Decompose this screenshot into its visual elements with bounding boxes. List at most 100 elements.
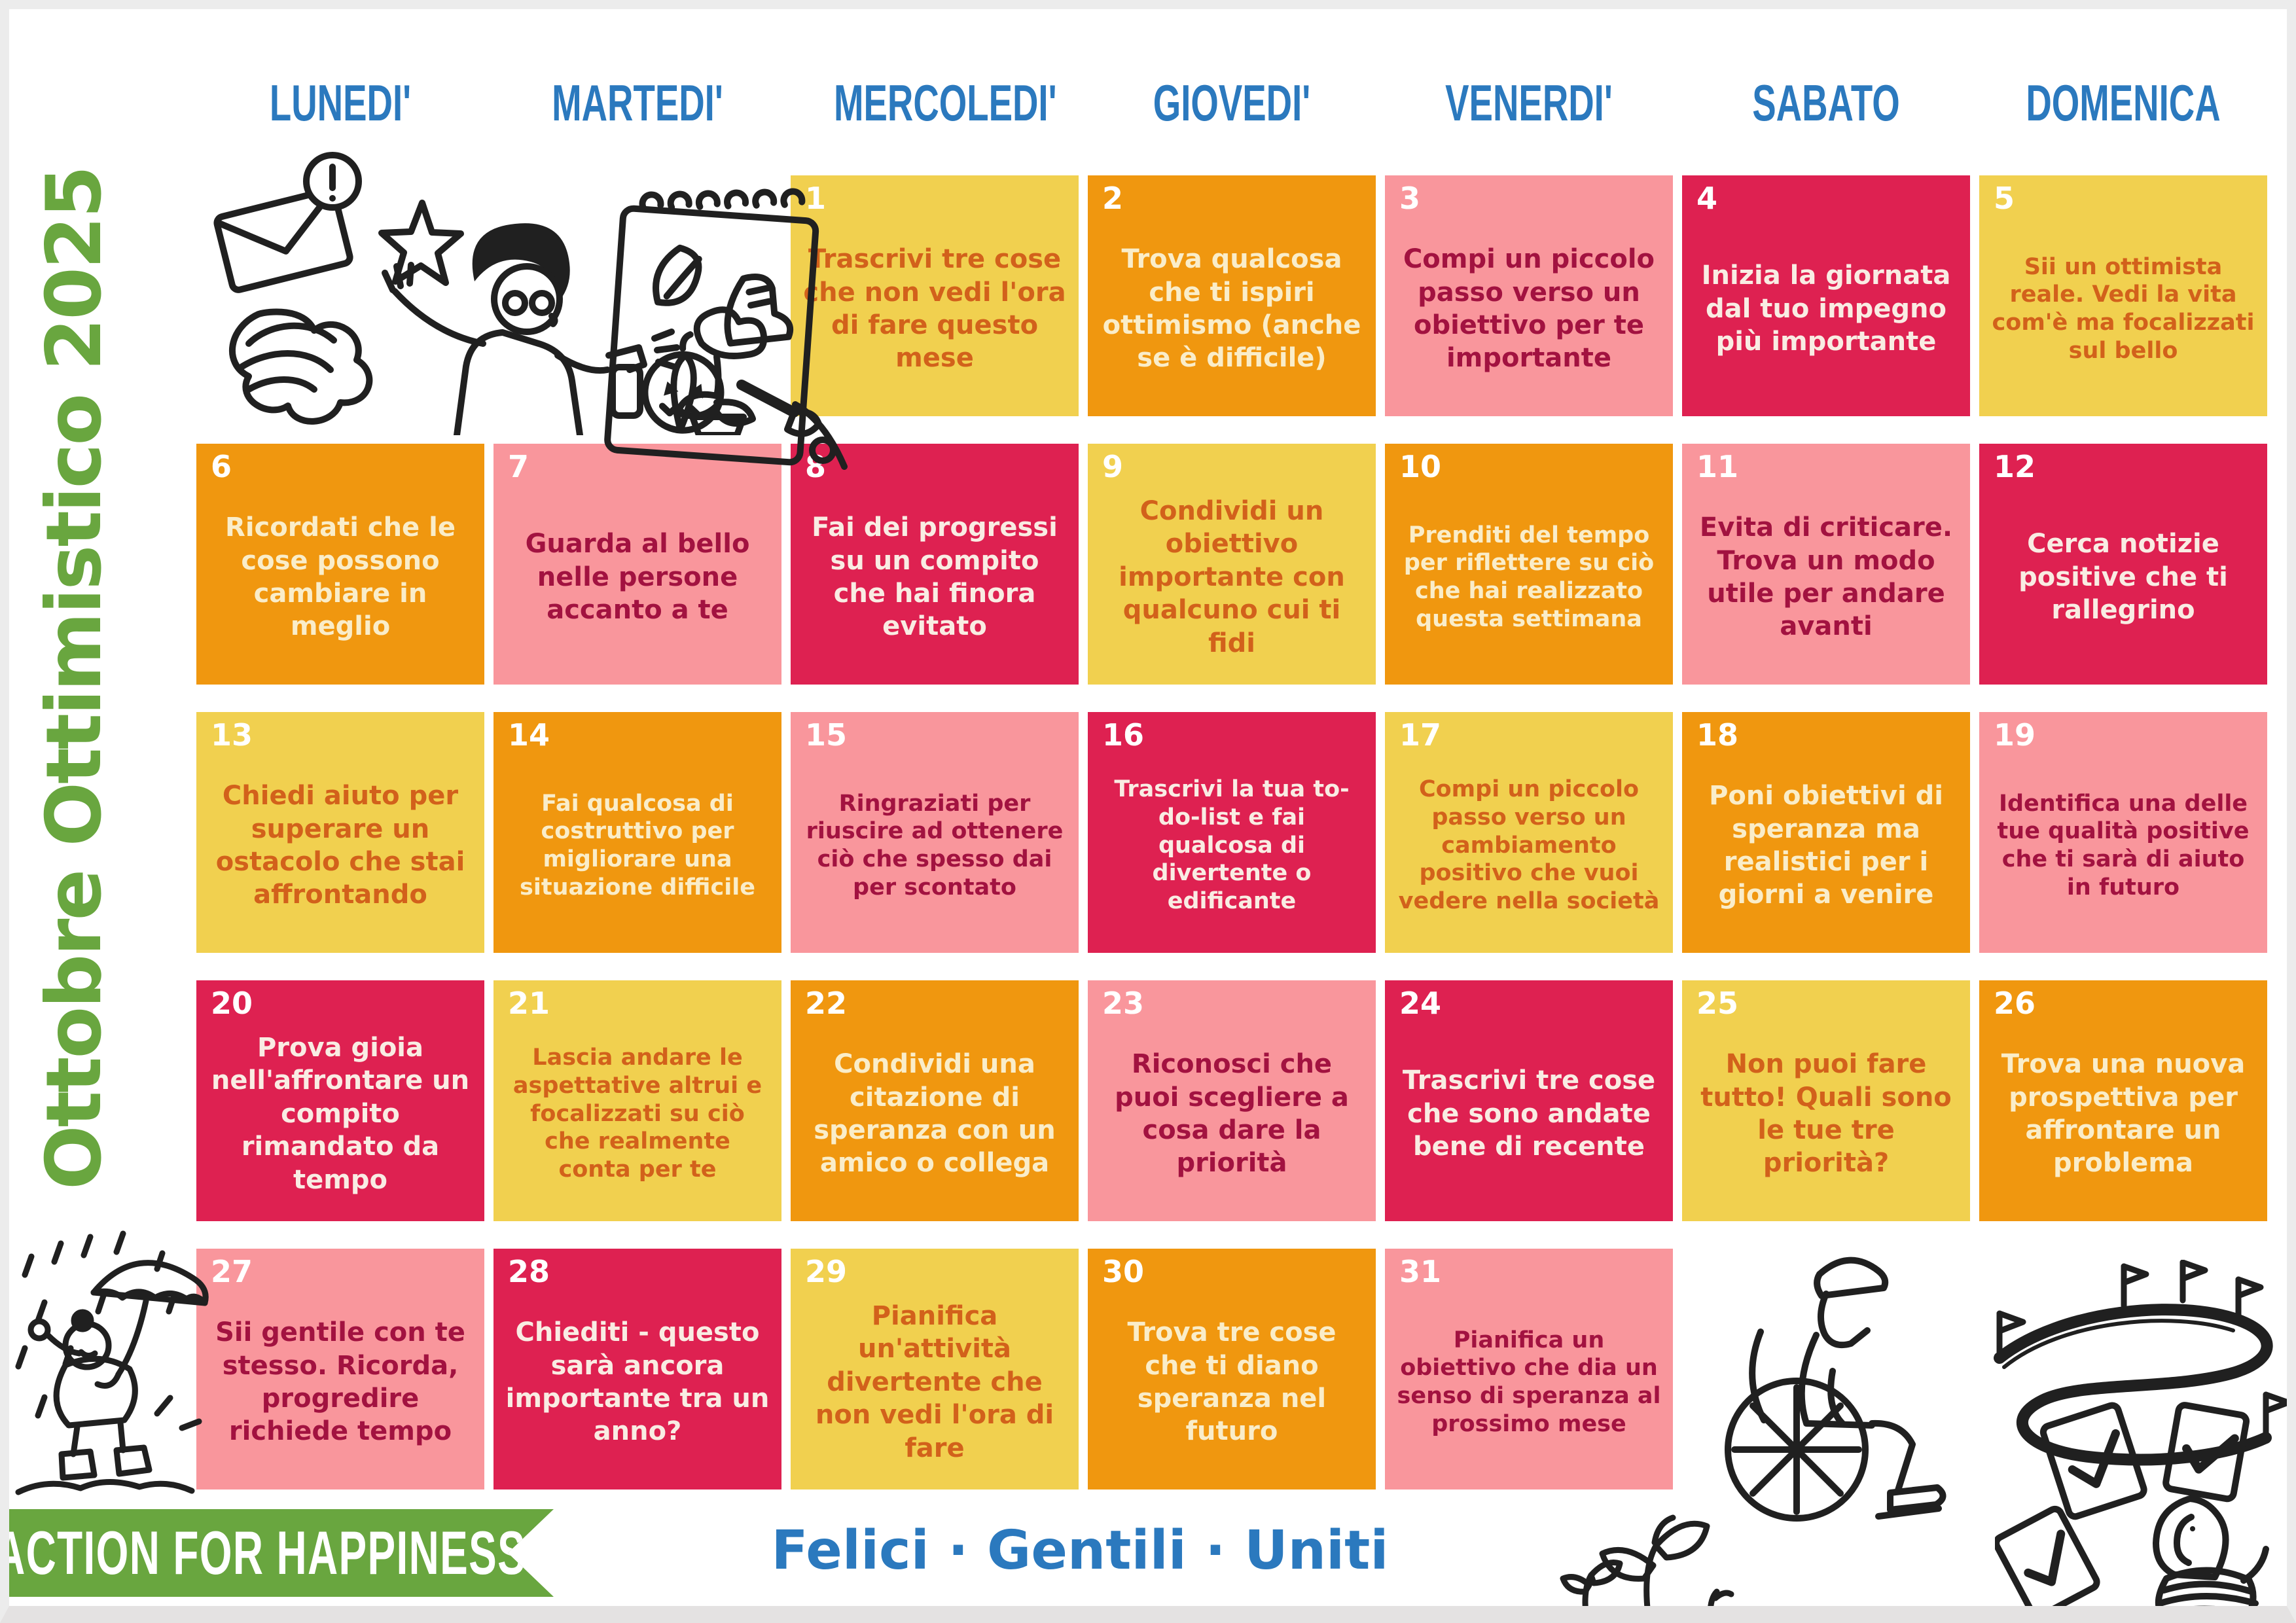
calendar-day-cell: 14 Fai qualcosa di costruttivo per migli… (493, 712, 781, 953)
day-text: Compi un piccolo passo verso un cambiame… (1398, 776, 1660, 915)
day-text: Trova tre cose che ti diano speranza nel… (1127, 1317, 1336, 1447)
weekday-sabato: SABATO (1752, 74, 1900, 132)
day-text: Prenditi del tempo per riflettere su ciò… (1403, 522, 1655, 632)
calendar-day-cell: 19 Identifica una delle tue qualità posi… (1979, 712, 2267, 953)
day-number: 14 (508, 717, 550, 753)
day-text: Inizia la giornata dal tuo impegno più i… (1701, 260, 1951, 357)
day-number: 2 (1102, 181, 1124, 216)
day-number: 13 (211, 717, 253, 753)
poster-title-text: Ottobre Ottimistico 2025 (30, 167, 118, 1190)
day-number: 21 (508, 986, 550, 1021)
calendar-day-cell: 27 Sii gentile con te stesso. Ricorda, p… (196, 1249, 484, 1489)
weekday-venerdi: VENERDI' (1445, 74, 1613, 132)
day-text: Fai dei progressi su un compito che hai … (812, 512, 1058, 642)
calendar-day-cell: 15 Ringraziati per riuscire ad ottenere … (791, 712, 1079, 953)
calendar-grid: 1 Trascrivi tre cose che non vedi l'ora … (196, 175, 2267, 1489)
day-number: 9 (1102, 449, 1124, 484)
weekday-giovedi: GIOVEDI' (1153, 74, 1311, 132)
day-text: Ringraziati per riuscire ad ottenere ciò… (806, 790, 1064, 901)
day-text: Trascrivi tre cose che non vedi l'ora di… (803, 244, 1066, 374)
calendar-day-cell: 25 Non puoi fare tutto! Quali sono le tu… (1682, 980, 1970, 1221)
calendar-day-cell: 11 Evita di criticare. Trova un modo uti… (1682, 444, 1970, 685)
day-text: Trova qualcosa che ti ispiri ottimismo (… (1102, 244, 1361, 374)
day-number: 1 (805, 181, 827, 216)
calendar-day-cell: 1 Trascrivi tre cose che non vedi l'ora … (791, 175, 1079, 416)
day-number: 27 (211, 1254, 253, 1289)
day-text: Sii un ottimista reale. Vedi la vita com… (1992, 253, 2255, 364)
check-card-icon (1995, 1507, 2099, 1618)
day-text: Evita di criticare. Trova un modo utile … (1699, 512, 1953, 642)
day-number: 26 (1994, 986, 2036, 1021)
weekday-header-row: LUNEDI' MARTEDI' MERCOLEDI' GIOVEDI' VEN… (196, 73, 2267, 133)
day-text: Trova una nuova prospettiva per affronta… (2001, 1049, 2246, 1179)
calendar-day-cell: 4 Inizia la giornata dal tuo impegno più… (1682, 175, 1970, 416)
calendar-day-cell: 13 Chiedi aiuto per superare un ostacolo… (196, 712, 484, 953)
day-number: 6 (211, 449, 232, 484)
day-number: 16 (1102, 717, 1145, 753)
day-number: 28 (508, 1254, 550, 1289)
calendar-day-cell: 7 Guarda al bello nelle persone accanto … (493, 444, 781, 685)
day-number: 15 (805, 717, 848, 753)
day-number: 23 (1102, 986, 1145, 1021)
day-number: 12 (1994, 449, 2036, 484)
tagline: Felici · Gentili · Uniti (771, 1520, 1389, 1582)
day-text: Prova gioia nell'affrontare un compito r… (211, 1033, 470, 1195)
day-number: 31 (1399, 1254, 1442, 1289)
day-number: 7 (508, 449, 529, 484)
calendar-day-cell: 30 Trova tre cose che ti diano speranza … (1088, 1249, 1376, 1489)
calendar-day-cell: 28 Chiediti - questo sarà ancora importa… (493, 1249, 781, 1489)
day-number: 4 (1696, 181, 1718, 216)
day-text: Guarda al bello nelle persone accanto a … (525, 529, 750, 626)
calendar-day-cell: 8 Fai dei progressi su un compito che ha… (791, 444, 1079, 685)
day-number: 5 (1994, 181, 2015, 216)
weekday-lunedi: LUNEDI' (269, 74, 412, 132)
weekday-martedi: MARTEDI' (552, 74, 723, 132)
calendar-day-cell: 18 Poni obiettivi di speranza ma realist… (1682, 712, 1970, 953)
calendar-day-cell: 29 Pianifica un'attività divertente che … (791, 1249, 1079, 1489)
day-text: Pianifica un obiettivo che dia un senso … (1397, 1327, 1661, 1437)
day-number: 29 (805, 1254, 848, 1289)
puddle-icon (18, 1482, 192, 1492)
day-text: Non puoi fare tutto! Quali sono le tue t… (1700, 1049, 1952, 1179)
poster-title: Ottobre Ottimistico 2025 (30, 168, 1052, 1278)
calendar-day-cell: 5 Sii un ottimista reale. Vedi la vita c… (1979, 175, 2267, 416)
calendar-day-cell: 24 Trascrivi tre cose che sono andate be… (1385, 980, 1673, 1221)
day-text: Chiediti - questo sarà ancora importante… (505, 1317, 770, 1447)
weekday-mercoledi: MERCOLEDI' (834, 74, 1057, 132)
day-number: 24 (1399, 986, 1442, 1021)
calendar-day-cell: 16 Trascrivi la tua to-do-list e fai qua… (1088, 712, 1376, 953)
calendar-day-cell: 3 Compi un piccolo passo verso un obiett… (1385, 175, 1673, 416)
day-text: Trascrivi tre cose che sono andate bene … (1402, 1065, 1656, 1162)
day-text: Fai qualcosa di costruttivo per migliora… (520, 790, 755, 901)
day-text: Identifica una delle tue qualità positiv… (1997, 790, 2250, 901)
day-text: Riconosci che puoi scegliere a cosa dare… (1115, 1049, 1349, 1179)
day-number: 8 (805, 449, 827, 484)
day-text: Trascrivi la tua to-do-list e fai qualco… (1114, 776, 1350, 915)
day-number: 22 (805, 986, 848, 1021)
day-text: Cerca notizie positive che ti rallegrino (2018, 529, 2228, 626)
sprout-leaf-icon (1656, 1524, 1707, 1558)
calendar-day-cell: 21 Lascia andare le aspettative altrui e… (493, 980, 781, 1221)
day-number: 25 (1696, 986, 1739, 1021)
day-number: 20 (211, 986, 253, 1021)
headscarf-icon (2156, 1499, 2226, 1577)
calendar-day-cell: 31 Pianifica un obiettivo che dia un sen… (1385, 1249, 1673, 1489)
day-number: 18 (1696, 717, 1739, 753)
calendar-day-cell: 9 Condividi un obiettivo importante con … (1088, 444, 1376, 685)
calendar-day-cell: 2 Trova qualcosa che ti ispiri ottimismo… (1088, 175, 1376, 416)
calendar-day-cell: 26 Trova una nuova prospettiva per affro… (1979, 980, 2267, 1221)
day-number: 19 (1994, 717, 2036, 753)
calendar-day-cell: 17 Compi un piccolo passo verso un cambi… (1385, 712, 1673, 953)
day-text: Condividi una citazione di speranza con … (814, 1049, 1056, 1179)
day-text: Chiedi aiuto per superare un ostacolo ch… (215, 781, 465, 910)
banner-label: ACTION FOR HAPPINESS (0, 1518, 527, 1587)
day-text: Condividi un obiettivo importante con qu… (1119, 496, 1345, 658)
day-number: 30 (1102, 1254, 1145, 1289)
day-number: 3 (1399, 181, 1421, 216)
calendar-day-cell: 6 Ricordati che le cose possono cambiare… (196, 444, 484, 685)
calendar-day-cell: 10 Prenditi del tempo per riflettere su … (1385, 444, 1673, 685)
day-text: Pianifica un'attività divertente che non… (815, 1301, 1054, 1463)
calendar-day-cell: 22 Condividi una citazione di speranza c… (791, 980, 1079, 1221)
day-text: Compi un piccolo passo verso un obiettiv… (1403, 244, 1655, 374)
action-for-happiness-banner: ACTION FOR HAPPINESS (7, 1509, 554, 1597)
